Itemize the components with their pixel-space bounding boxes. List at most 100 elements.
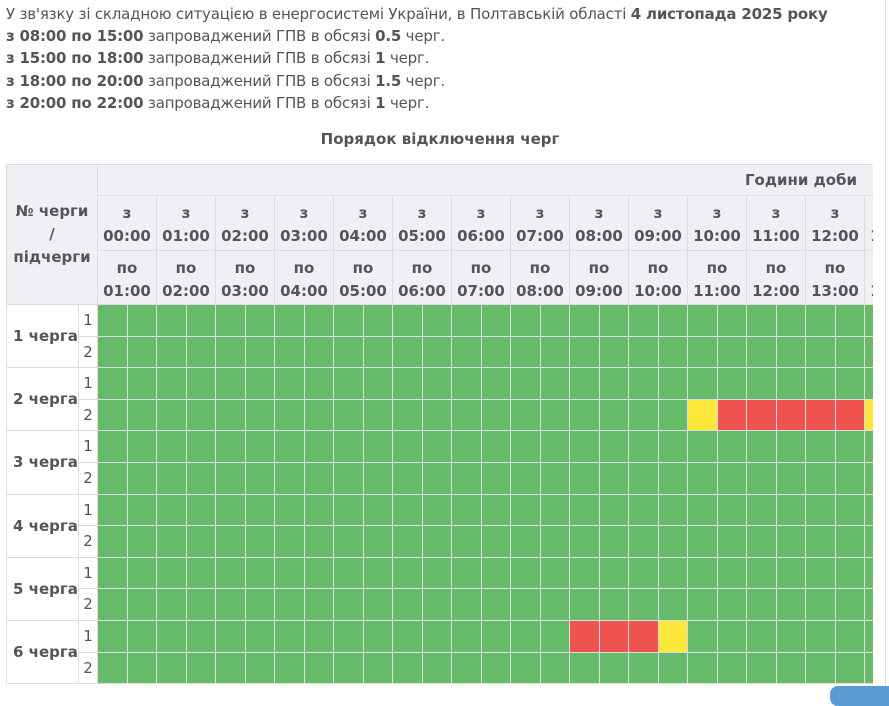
schedule-cell: [747, 652, 777, 684]
schedule-cell: [570, 526, 600, 558]
schedule-cell: [245, 494, 275, 527]
schedule-cell: [422, 399, 452, 432]
subqueue-label: 2: [83, 658, 93, 677]
schedule-cell: [127, 621, 157, 653]
hour-end-cell: по 12:00: [747, 251, 806, 305]
schedule-cell: [570, 305, 600, 337]
schedule-cell: [334, 526, 364, 558]
schedule-cell: [186, 494, 216, 527]
hour-start: 03:00: [280, 227, 328, 245]
notice-text: черг.: [385, 93, 430, 112]
subqueue-cell: 1: [79, 431, 98, 463]
schedule-cell: [835, 652, 865, 684]
hours-header: Години доби: [98, 165, 873, 196]
hour-start-cell: з 08:00: [570, 196, 629, 251]
schedule-cell: [481, 431, 511, 463]
schedule-cell: [393, 652, 423, 684]
hour-start-cell: з 01:00: [157, 196, 216, 251]
schedule-cell: [422, 652, 452, 684]
schedule-cell: [599, 621, 629, 653]
subqueue-cell: 1: [79, 494, 98, 527]
subqueue-label: 1: [83, 627, 93, 645]
schedule-cell: [481, 368, 511, 400]
schedule-cell: [570, 589, 600, 621]
schedule-cell: [570, 652, 600, 684]
schedule-cell: [127, 431, 157, 463]
schedule-cell: [776, 305, 806, 337]
hour-start-cell: з 04:00: [334, 196, 393, 251]
hour-end-cell: по 01:00: [98, 251, 157, 305]
schedule-cell: [511, 526, 541, 558]
hour-end: 08:00: [516, 282, 564, 300]
notice-text: запроваджений ГПВ в обсязі: [143, 71, 376, 90]
schedule-cell: [245, 305, 275, 337]
hour-end: 09:00: [575, 282, 623, 300]
hour-start: 10:00: [693, 227, 741, 245]
hour-to: по: [411, 259, 433, 277]
schedule-cell: [304, 368, 334, 400]
schedule-cell: [865, 557, 873, 590]
schedule-cell: [304, 589, 334, 621]
hour-start-cell: з 03:00: [275, 196, 334, 251]
schedule-cell: [157, 305, 187, 337]
schedule-cell: [422, 431, 452, 463]
schedule-cell: [422, 589, 452, 621]
schedule-cell: [481, 494, 511, 527]
schedule-cell: [127, 463, 157, 495]
schedule-cell: [570, 621, 600, 653]
schedule-cell: [422, 368, 452, 400]
hour-end: 02:00: [162, 282, 210, 300]
subqueue-label: 2: [83, 469, 93, 487]
schedule-cell: [511, 305, 541, 337]
schedule-cell: [629, 652, 659, 684]
schedule-cell: [865, 399, 873, 432]
schedule-cell: [540, 399, 570, 432]
schedule-cell: [806, 557, 836, 590]
schedule-cell: [629, 368, 659, 400]
schedule-cell: [776, 368, 806, 400]
schedule-cell: [688, 463, 718, 495]
queue-label: 5 черга: [13, 579, 78, 598]
hour-start: 08:00: [575, 227, 623, 245]
schedule-cell: [540, 526, 570, 558]
notice-bold: 4 листопада 2025 року: [630, 5, 828, 23]
schedule-cell: [98, 494, 128, 527]
schedule-cell: [127, 399, 157, 432]
schedule-cell: [806, 305, 836, 337]
schedule-cell: [127, 494, 157, 527]
hour-end: 07:00: [457, 282, 505, 300]
notice-bold: 1: [375, 93, 386, 112]
schedule-cell: [835, 305, 865, 337]
schedule-cell: [422, 336, 452, 369]
notice-line: з 18:00 по 20:00 запроваджений ГПВ в обс…: [6, 70, 828, 92]
notice-line: У зв'язку зі складною ситуацією в енерго…: [6, 3, 828, 25]
schedule-cell: [599, 463, 629, 495]
schedule-cell: [98, 621, 128, 653]
hour-start-cell: з 05:00: [393, 196, 452, 251]
scroll-button[interactable]: [830, 686, 889, 706]
notice-text: запроваджений ГПВ в обсязі: [143, 27, 376, 46]
hour-from: з: [358, 204, 368, 222]
hour-from: з: [594, 204, 604, 222]
schedule-cell: [363, 368, 393, 400]
schedule-cell: [275, 652, 305, 684]
notice-bold: з 18:00 по 20:00: [6, 71, 144, 90]
schedule-cell: [481, 557, 511, 590]
schedule-cell: [835, 431, 865, 463]
schedule-cell: [599, 336, 629, 369]
schedule-cell: [629, 526, 659, 558]
schedule-cell: [216, 399, 246, 432]
schedule-cell: [481, 652, 511, 684]
subqueue-label: 2: [83, 342, 93, 361]
schedule-cell: [127, 368, 157, 400]
schedule-cell: [806, 399, 836, 432]
schedule-cell: [747, 463, 777, 495]
schedule-cell: [599, 368, 629, 400]
hour-start-cell: з 10:00: [688, 196, 747, 251]
schedule-cell: [747, 621, 777, 653]
schedule-cell: [334, 431, 364, 463]
schedule-cell: [275, 399, 305, 432]
schedule-cell: [452, 431, 482, 463]
schedule-cell: [747, 368, 777, 400]
hour-from: з: [240, 204, 250, 222]
